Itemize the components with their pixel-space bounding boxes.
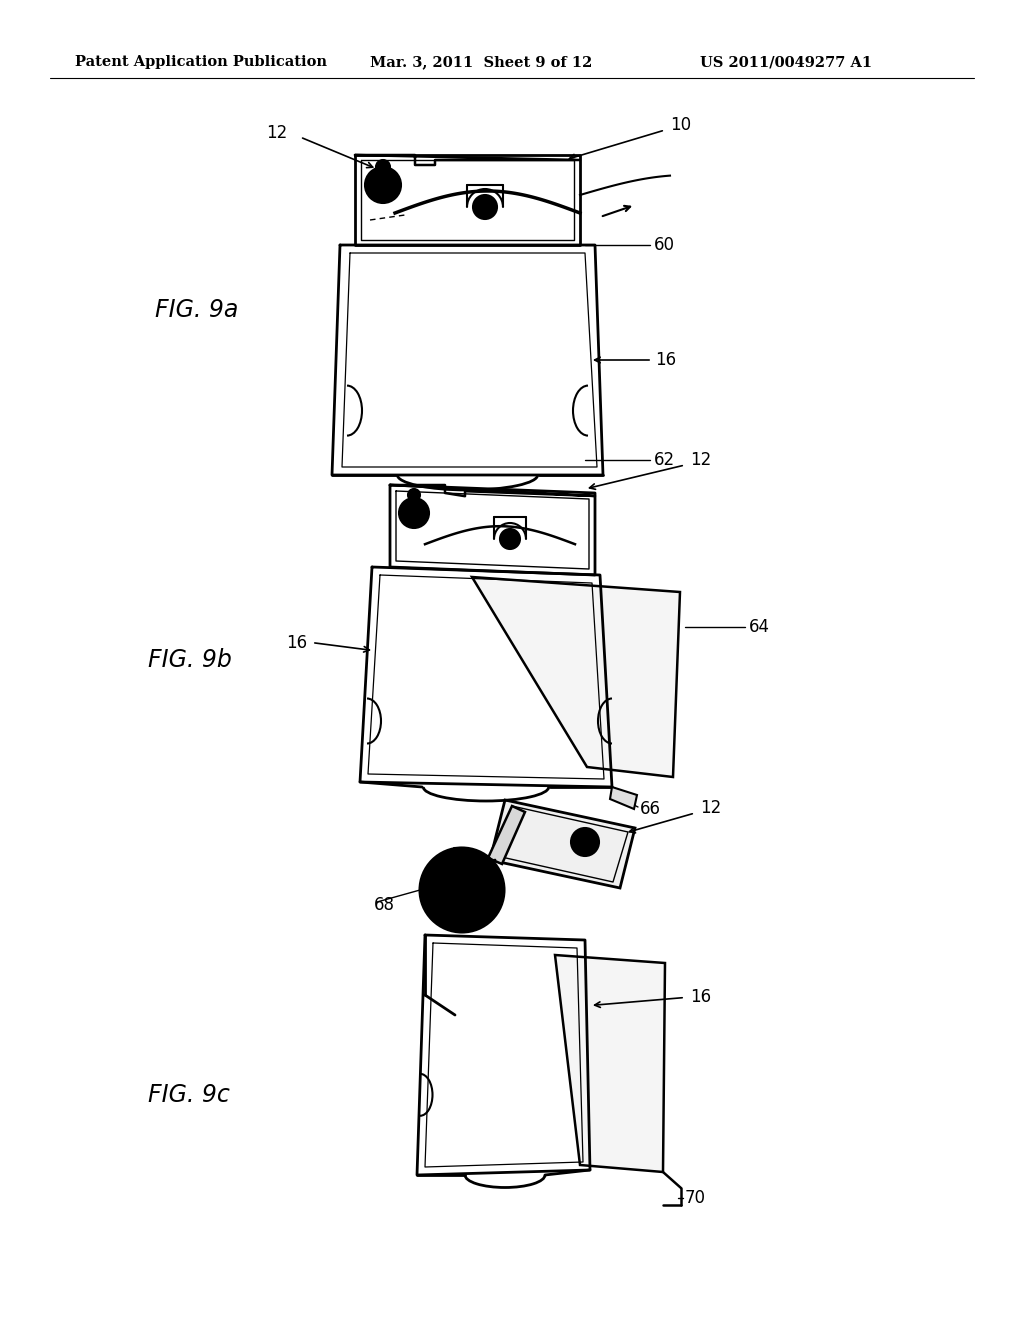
Text: 16: 16	[690, 989, 711, 1006]
Polygon shape	[610, 787, 637, 809]
Circle shape	[506, 535, 514, 543]
Circle shape	[450, 878, 474, 902]
Polygon shape	[490, 800, 635, 888]
Circle shape	[500, 529, 520, 549]
Circle shape	[376, 160, 390, 174]
Text: 12: 12	[690, 451, 712, 469]
Text: 60: 60	[654, 236, 675, 253]
Text: Mar. 3, 2011  Sheet 9 of 12: Mar. 3, 2011 Sheet 9 of 12	[370, 55, 592, 69]
Polygon shape	[472, 577, 680, 777]
Circle shape	[579, 836, 591, 847]
Circle shape	[407, 506, 421, 520]
Circle shape	[374, 176, 392, 194]
Text: 70: 70	[685, 1189, 706, 1206]
Circle shape	[420, 847, 504, 932]
Polygon shape	[488, 807, 525, 865]
Text: FIG. 9b: FIG. 9b	[148, 648, 231, 672]
Circle shape	[480, 202, 490, 213]
Circle shape	[408, 488, 420, 502]
Text: FIG. 9c: FIG. 9c	[148, 1082, 229, 1107]
Text: 66: 66	[640, 800, 662, 818]
Circle shape	[571, 828, 599, 855]
Text: US 2011/0049277 A1: US 2011/0049277 A1	[700, 55, 872, 69]
Text: 10: 10	[670, 116, 691, 135]
Polygon shape	[555, 954, 665, 1172]
Text: Patent Application Publication: Patent Application Publication	[75, 55, 327, 69]
Text: 12: 12	[266, 124, 287, 143]
Circle shape	[399, 498, 429, 528]
Circle shape	[473, 195, 497, 219]
Text: 68: 68	[374, 896, 395, 913]
Circle shape	[365, 168, 401, 203]
Circle shape	[434, 862, 490, 917]
Text: 12: 12	[700, 799, 721, 817]
Text: FIG. 9a: FIG. 9a	[155, 298, 239, 322]
Text: 62: 62	[654, 451, 675, 469]
Text: 16: 16	[286, 634, 307, 652]
Text: 16: 16	[655, 351, 676, 370]
Text: 64: 64	[749, 618, 770, 636]
